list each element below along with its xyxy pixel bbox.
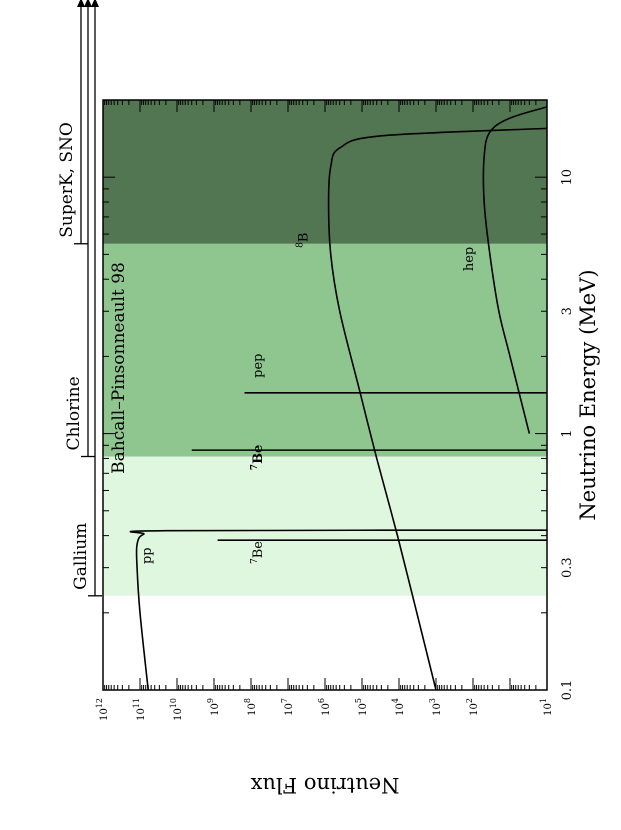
x-tick-label: 3 <box>560 307 575 315</box>
annotation-8b: 8B <box>295 233 311 248</box>
x-tick-label: 10 <box>560 169 575 186</box>
y-tick-label: 108 <box>243 698 258 716</box>
annotation-pep: pep <box>251 353 266 377</box>
region-superk-sno <box>103 100 547 244</box>
threshold-label-chlorine: Chlorine <box>64 376 84 450</box>
x-tick-label: 0.3 <box>560 557 575 578</box>
x-axis-label: Neutrino Energy (MeV) <box>576 269 600 520</box>
threshold-label-superk-sno: SuperK, SNO <box>57 122 77 238</box>
y-tick-label: 102 <box>465 698 480 716</box>
x-tick-label: 0.1 <box>560 680 575 701</box>
y-tick-label: 1012 <box>95 698 110 721</box>
y-tick-label: 101 <box>539 698 554 716</box>
threshold-arrow-chlorine <box>84 0 92 7</box>
y-tick-label: 1010 <box>169 698 184 721</box>
y-tick-label: 106 <box>317 698 332 716</box>
y-axis: 101 102 103 104 105 106 107 108 109 1010 1011 1012 <box>95 100 554 721</box>
annotations: pp 7Be 7Be pep 8B hep <box>140 233 477 564</box>
y-tick-label: 107 <box>280 698 295 716</box>
region-gallium <box>103 456 547 596</box>
plot-frame <box>102 99 548 691</box>
annotation-pp: pp <box>140 547 155 564</box>
region-chlorine <box>103 243 547 457</box>
series-curves <box>129 106 548 691</box>
y-tick-label: 105 <box>354 698 369 716</box>
threshold-label-gallium: Gallium <box>71 523 91 590</box>
threshold-arrow-superk-sno <box>77 0 85 7</box>
annotation-7be: 7Be <box>250 445 266 471</box>
x-tick-label: 1 <box>560 429 575 437</box>
y-tick-label: 103 <box>428 698 443 716</box>
experiment-regions <box>103 100 547 596</box>
y-tick-label: 1011 <box>132 698 147 721</box>
y-tick-label: 104 <box>391 698 406 716</box>
y-axis-label: Neutrino Flux <box>250 773 399 797</box>
chart-title: Bahcall–Pinsonneault 98 <box>109 262 129 474</box>
annotation-7be: 7Be <box>250 541 266 564</box>
series-curve-hep <box>482 106 548 434</box>
y-tick-label: 109 <box>206 698 221 716</box>
threshold-arrow-gallium <box>91 0 99 7</box>
series-curve-pp <box>129 529 548 691</box>
series-curve-8b <box>327 127 548 691</box>
annotation-hep: hep <box>462 247 477 271</box>
experiment-thresholds: Gallium Chlorine SuperK, SNO <box>57 0 102 597</box>
